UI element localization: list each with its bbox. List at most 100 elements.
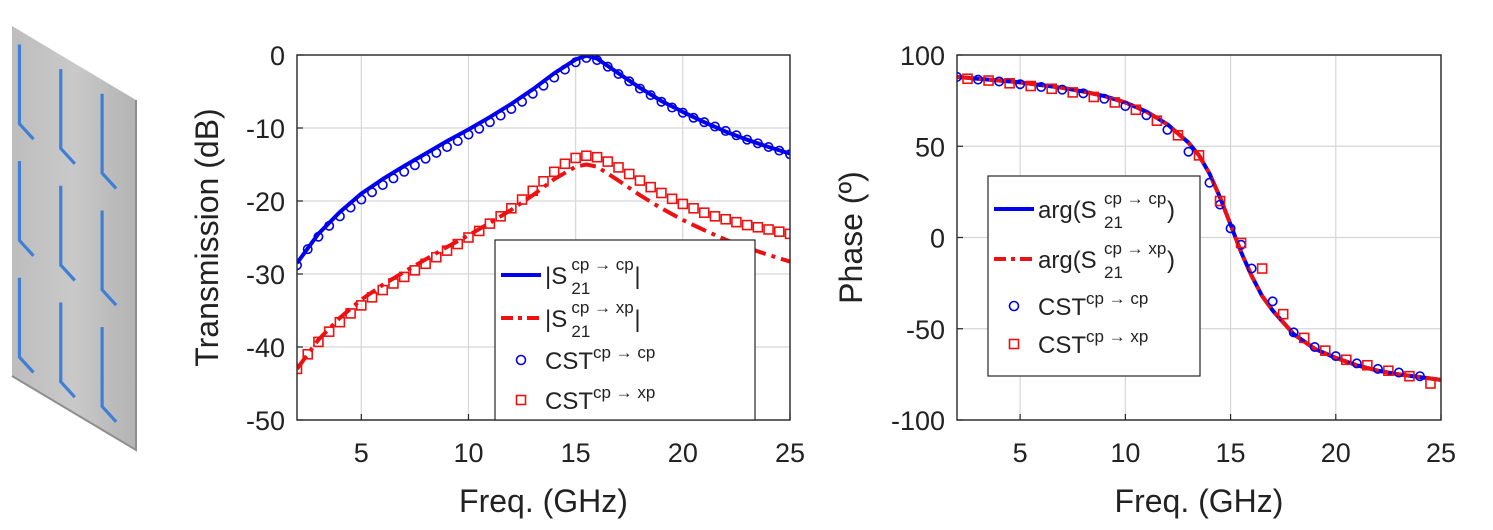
data-point-square (398, 271, 410, 283)
data-point-square (356, 300, 367, 311)
data-point-square (506, 203, 517, 214)
data-point-square (741, 219, 753, 231)
data-point-circle (581, 55, 592, 63)
data-point-circle (1309, 341, 1320, 352)
data-point-circle (559, 64, 570, 75)
data-point-square (1362, 359, 1373, 371)
data-point-circle (731, 130, 742, 141)
data-point-square (1088, 91, 1100, 103)
x-tick-label: 25 (775, 438, 805, 468)
legend-label-base: arg(S (1038, 247, 1097, 274)
legend-label-subscript: 21 (571, 322, 590, 341)
data-point-square (1235, 237, 1247, 249)
data-point-square (452, 238, 464, 250)
data-point-circle (313, 231, 324, 242)
data-point-circle (1267, 296, 1278, 307)
legend-label-superscript: cp → xp (593, 383, 655, 402)
data-point-circle (538, 80, 549, 91)
data-point-circle (506, 104, 517, 115)
metasurface-strip (59, 69, 77, 165)
legend-circle-swatch (515, 354, 527, 366)
legend-label: |S 21 cp → cp| (545, 255, 641, 298)
y-tick-label: -40 (246, 333, 285, 363)
data-point-square (645, 181, 656, 193)
metasurface-strip (17, 44, 35, 141)
y-tick-label: -20 (246, 187, 285, 217)
y-tick-label: 0 (270, 41, 285, 71)
data-point-square (1277, 308, 1289, 320)
data-point-circle (302, 244, 313, 255)
data-point-square (441, 245, 453, 256)
data-point-circle (1414, 371, 1425, 382)
data-point-circle (973, 74, 984, 85)
data-point-square (1256, 263, 1268, 274)
data-point-square (720, 213, 731, 225)
data-point-circle (1183, 146, 1194, 157)
data-point-circle (1288, 327, 1299, 338)
data-point-square (784, 228, 790, 240)
data-point-circle (527, 88, 538, 99)
data-point-circle (409, 160, 420, 171)
data-point-square (1046, 83, 1057, 95)
data-point-square (581, 150, 592, 162)
data-point-square (1172, 130, 1184, 141)
x-tick-label: 25 (1426, 438, 1456, 468)
data-point-circle (388, 173, 399, 184)
legend-label-superscript: cp → xp (1086, 327, 1148, 346)
data-point-square (345, 308, 356, 319)
legend-label: CSTcp → xp (1038, 327, 1148, 359)
data-point-square (1298, 332, 1310, 344)
y-tick-label: 50 (915, 132, 945, 162)
y-tick-label: -50 (906, 315, 945, 345)
data-point-square (559, 158, 571, 170)
data-point-square (366, 292, 378, 303)
data-point-circle (602, 61, 613, 72)
data-point-square (1383, 365, 1394, 377)
data-point-square (752, 221, 764, 233)
data-point-square (495, 211, 506, 222)
x-tick-label: 15 (561, 438, 591, 468)
sheet-edge (11, 100, 137, 452)
data-point-circle (1057, 84, 1068, 95)
y-tick-label: -10 (246, 114, 285, 144)
series-line (957, 74, 1441, 382)
data-point-circle (442, 141, 453, 152)
data-point-circle (592, 55, 603, 66)
data-point-circle (399, 166, 410, 177)
y-tick-label: -30 (246, 260, 285, 290)
data-point-square (773, 226, 785, 237)
metasurface-strip (59, 302, 77, 399)
legend-square-swatch (515, 394, 527, 406)
data-point-square (420, 258, 431, 270)
data-point-square (613, 162, 624, 173)
data-point-circle (484, 117, 495, 128)
data-point-circle (431, 147, 442, 158)
data-point-square (688, 203, 699, 214)
data-point-square (634, 175, 646, 186)
data-point-circle (345, 202, 356, 213)
data-point-circle (367, 187, 378, 198)
phase-chart: 5 10 15 20 25 100 50 0 -50 -100 Freq. (GHz) Phase (… (833, 41, 1456, 519)
legend-label-suffix: ) (1167, 247, 1175, 274)
data-point-square (1214, 195, 1226, 207)
data-point-circle (1015, 79, 1026, 90)
legend-label-base: CST (545, 388, 593, 415)
legend-label-base: CST (1038, 332, 1086, 359)
legend-label-base: CST (1038, 294, 1086, 321)
data-point-square (388, 278, 399, 289)
data-point-circle (613, 68, 624, 79)
metasurface-strip (17, 161, 35, 257)
legend-label-base: |S (545, 263, 567, 290)
data-point-circle (452, 136, 463, 147)
data-point-circle (688, 112, 699, 123)
metasurface-strip (59, 185, 77, 282)
data-point-circle (517, 96, 528, 107)
data-point-square (538, 175, 549, 187)
x-tick-label: 10 (453, 438, 483, 468)
legend-label: CSTcp → cp (545, 343, 655, 375)
data-point-circle (1141, 110, 1152, 121)
data-point-square (731, 216, 742, 228)
data-point-square (623, 168, 635, 180)
metasurface-strip (17, 277, 35, 374)
legend-label-base: |S (545, 306, 567, 333)
